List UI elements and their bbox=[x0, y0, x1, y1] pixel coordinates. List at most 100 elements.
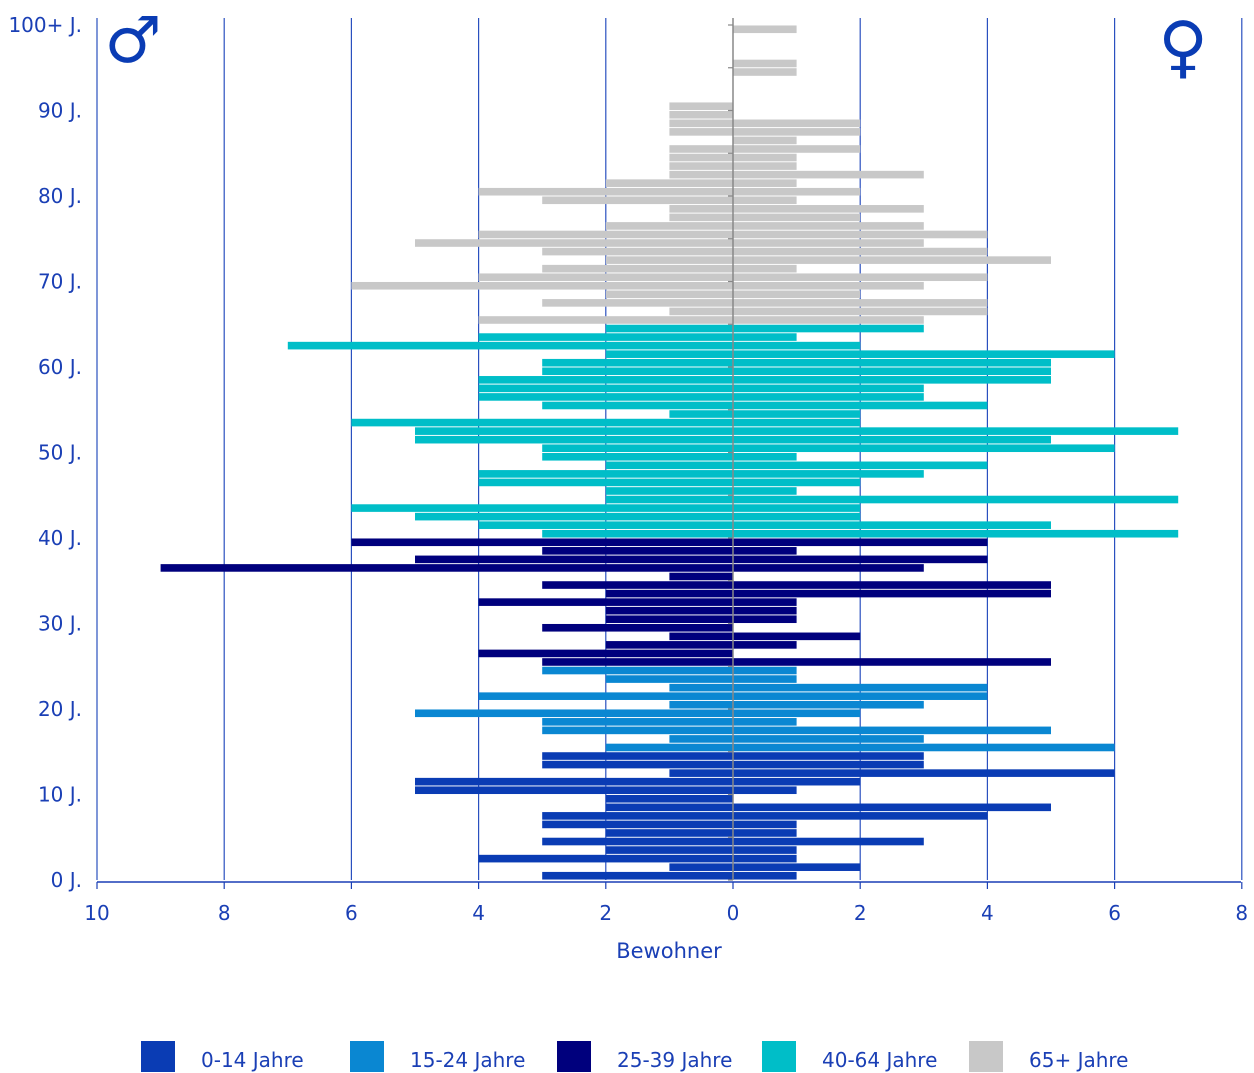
y-tick-label: 70 J. bbox=[38, 270, 82, 294]
bar-male bbox=[351, 504, 733, 512]
bar-male bbox=[669, 145, 733, 153]
bar-male bbox=[415, 777, 733, 786]
bar-male bbox=[605, 222, 733, 230]
bar-male bbox=[669, 769, 733, 777]
bar-male bbox=[351, 538, 733, 547]
bar-male bbox=[478, 316, 733, 324]
x-tick-label: 6 bbox=[1108, 901, 1121, 925]
bar-female bbox=[733, 692, 988, 700]
bar-male bbox=[478, 230, 733, 239]
axes bbox=[97, 18, 1241, 883]
bar-male bbox=[478, 598, 733, 606]
bar-male bbox=[542, 196, 733, 205]
y-tick-label: 90 J. bbox=[38, 99, 82, 123]
bar-female bbox=[733, 162, 797, 170]
bar-male bbox=[669, 410, 733, 418]
bar-female bbox=[733, 299, 988, 307]
bar-female bbox=[733, 581, 1051, 589]
bar-male bbox=[605, 743, 733, 752]
bar-female bbox=[733, 222, 924, 230]
bar-male bbox=[605, 495, 733, 504]
bar-male bbox=[669, 162, 733, 170]
bar-female bbox=[733, 256, 1051, 264]
bar-female bbox=[733, 213, 861, 222]
bar-female bbox=[733, 393, 924, 401]
bar-male bbox=[542, 358, 733, 367]
y-tick-label: 20 J. bbox=[38, 697, 82, 721]
bar-female bbox=[733, 461, 988, 470]
bar-female bbox=[733, 641, 797, 649]
bar-female bbox=[733, 230, 988, 239]
bar-female bbox=[733, 547, 797, 555]
bar-female bbox=[733, 700, 924, 709]
bar-male bbox=[542, 837, 733, 846]
bar-female bbox=[733, 341, 861, 350]
bar-female bbox=[733, 264, 797, 273]
bar-male bbox=[542, 401, 733, 410]
bar-female bbox=[733, 358, 1051, 367]
bar-male bbox=[669, 735, 733, 743]
x-tick-labels: 10 8 6 4 2 0 2 4 6 8 bbox=[84, 882, 1248, 925]
y-tick-label: 100+ J. bbox=[8, 13, 82, 37]
bar-female bbox=[733, 521, 1051, 529]
y-tick-label: 80 J. bbox=[38, 184, 82, 208]
bar-female bbox=[733, 179, 797, 187]
bar-female bbox=[733, 735, 924, 743]
x-tick-label: 4 bbox=[981, 901, 994, 925]
bar-female bbox=[733, 384, 924, 393]
bar-male bbox=[669, 863, 733, 871]
bar-male bbox=[478, 478, 733, 487]
bar-female bbox=[733, 512, 861, 521]
bar-male bbox=[351, 281, 733, 290]
bar-female bbox=[733, 555, 988, 564]
bar-male bbox=[160, 564, 734, 572]
bar-female bbox=[733, 316, 924, 324]
bar-female bbox=[733, 752, 924, 760]
bar-female bbox=[733, 153, 797, 162]
x-axis-title: Bewohner bbox=[616, 939, 722, 963]
bar-female bbox=[733, 136, 797, 145]
bar-female bbox=[733, 205, 924, 213]
bar-male bbox=[415, 786, 733, 795]
bar-male bbox=[669, 153, 733, 162]
bar-male bbox=[605, 290, 733, 299]
bar-male bbox=[542, 812, 733, 820]
bar-male bbox=[542, 718, 733, 726]
x-tick-label: 0 bbox=[727, 901, 740, 925]
bar-female bbox=[733, 170, 924, 179]
bar-female bbox=[733, 401, 988, 410]
legend-label: 40-64 Jahre bbox=[822, 1048, 937, 1072]
bar-male bbox=[605, 641, 733, 649]
bar-female bbox=[733, 376, 1051, 384]
bar-male bbox=[542, 820, 733, 829]
bar-female bbox=[733, 726, 1051, 735]
bar-female bbox=[733, 119, 861, 128]
bar-male bbox=[605, 461, 733, 470]
bar-male bbox=[669, 683, 733, 692]
bar-female bbox=[733, 846, 797, 854]
bar-male bbox=[542, 726, 733, 735]
bar-female bbox=[733, 367, 1051, 376]
y-tick-label: 0 J. bbox=[51, 868, 82, 892]
bar-female bbox=[733, 837, 924, 846]
bar-female bbox=[733, 187, 861, 196]
bar-male bbox=[542, 752, 733, 760]
bar-female bbox=[733, 25, 797, 34]
bar-male bbox=[415, 709, 733, 718]
bar-male bbox=[669, 102, 733, 111]
x-tick-label: 8 bbox=[1235, 901, 1248, 925]
bar-male bbox=[605, 487, 733, 495]
y-tick-label: 60 J. bbox=[38, 355, 82, 379]
bar-female bbox=[733, 495, 1179, 504]
bar-female bbox=[733, 803, 1051, 812]
bar-male bbox=[542, 581, 733, 589]
bar-female bbox=[733, 128, 861, 136]
y-tick-labels: 100+ J. 90 J. 80 J. 70 J. 60 J. 50 J. 40 J. 30 … bbox=[8, 13, 82, 892]
bar-female bbox=[733, 59, 797, 68]
bar-female bbox=[733, 777, 861, 786]
bar-female bbox=[733, 145, 861, 153]
bar-male bbox=[542, 623, 733, 632]
x-tick-label: 6 bbox=[345, 901, 358, 925]
bar-female bbox=[733, 760, 924, 769]
legend-label: 25-39 Jahre bbox=[617, 1048, 732, 1072]
